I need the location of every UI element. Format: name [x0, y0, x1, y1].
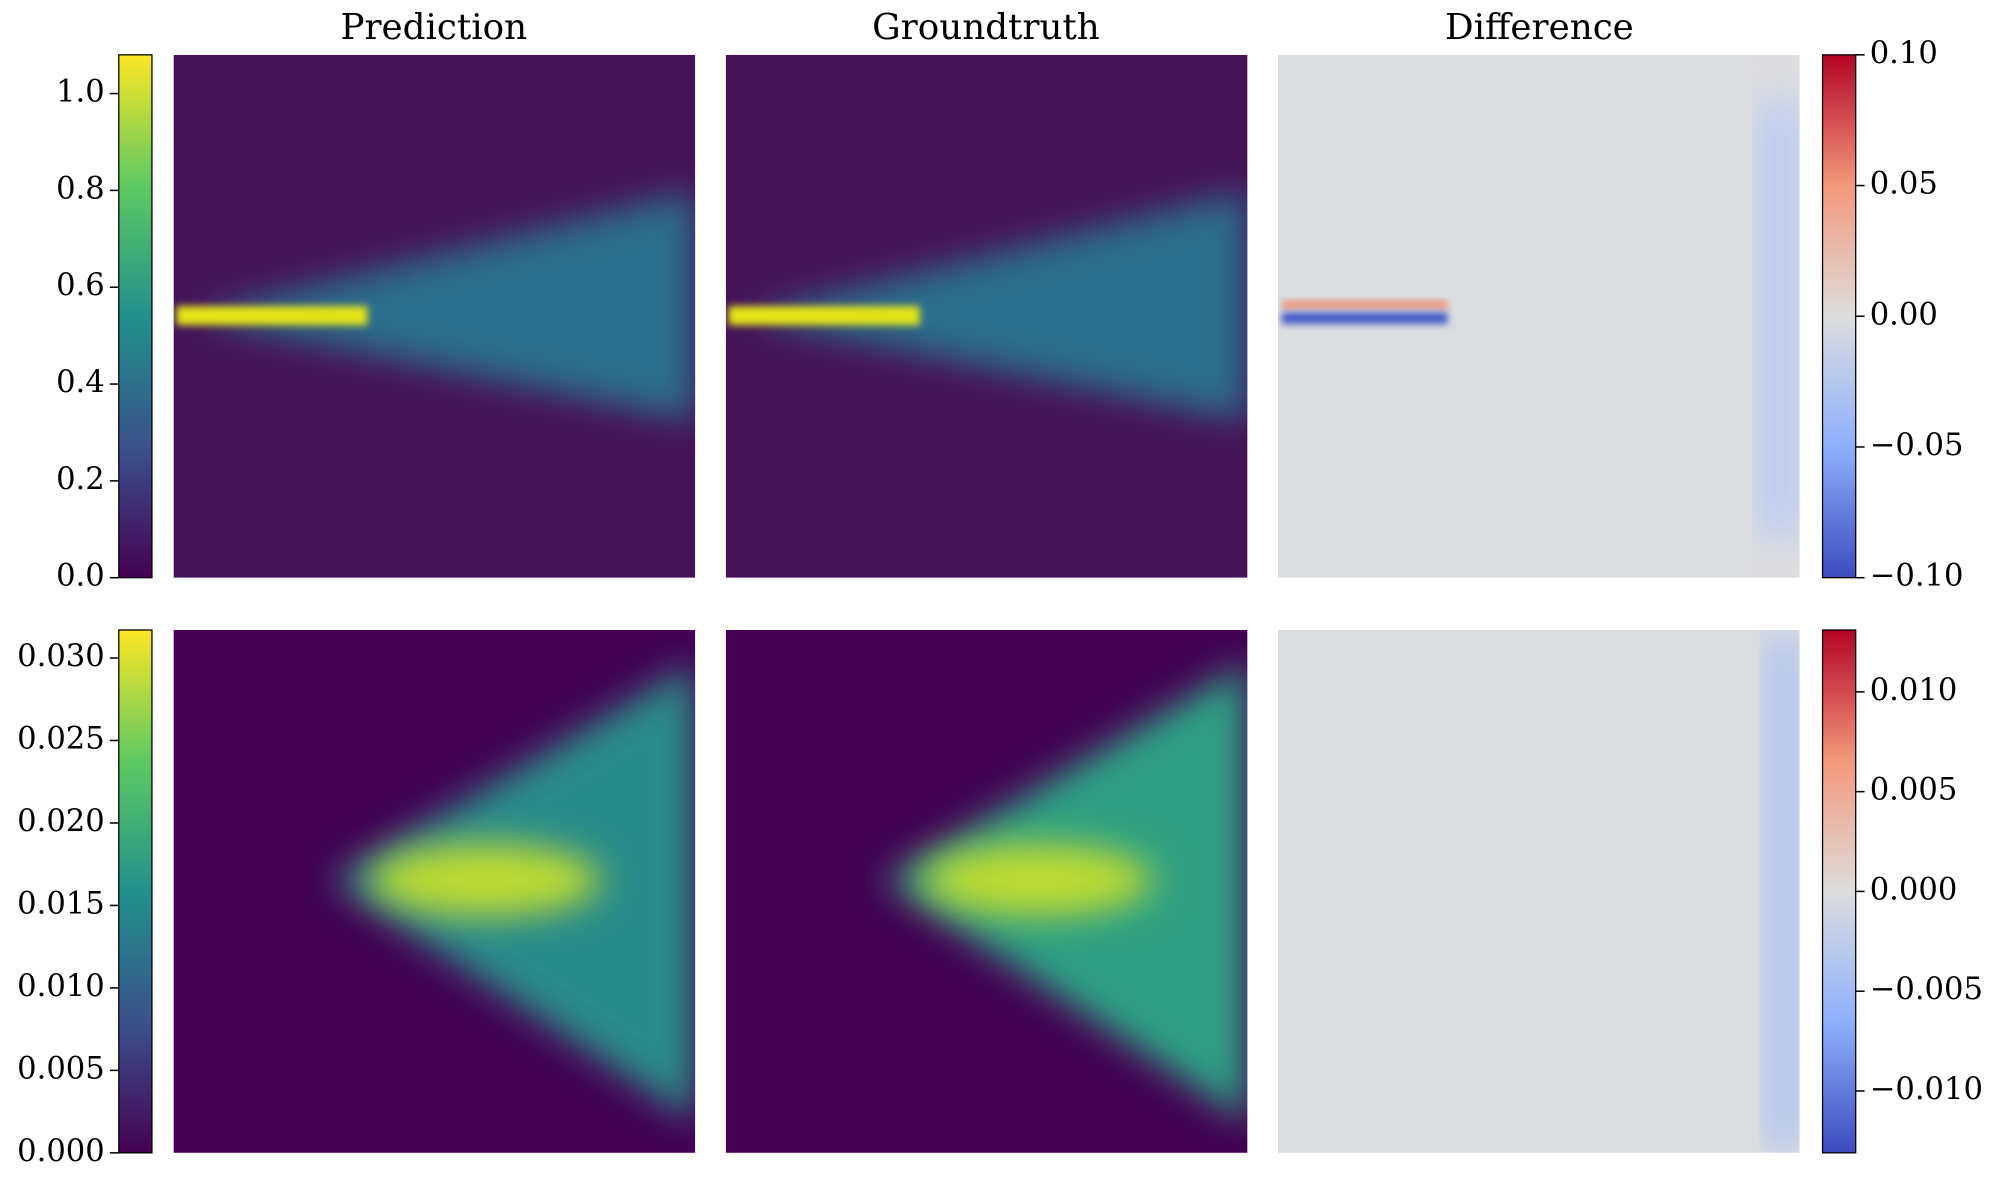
heatmap — [1278, 629, 1800, 1153]
tick-label: 0.00 — [1870, 297, 1938, 332]
column-title: Prediction — [340, 7, 527, 48]
tick-label: −0.05 — [1870, 428, 1964, 463]
tick-label: 0.015 — [17, 886, 105, 921]
tick-label: 0.025 — [17, 721, 105, 756]
tick-label: 0.030 — [17, 639, 105, 674]
heatmap — [1278, 54, 1800, 578]
tick-label: 0.6 — [56, 268, 105, 303]
column-title: Difference — [1445, 7, 1634, 48]
tick-label: 0.010 — [17, 969, 105, 1004]
colorbar — [1821, 54, 1857, 579]
tick-label: 1.0 — [56, 75, 105, 110]
tick-label: 0.000 — [17, 1134, 105, 1169]
column-title: Groundtruth — [872, 7, 1100, 48]
tick-label: 0.4 — [56, 365, 105, 400]
tick-label: 0.2 — [56, 462, 105, 497]
tick-label: −0.005 — [1870, 972, 1983, 1007]
tick-label: 0.005 — [17, 1051, 105, 1086]
tick-label: −0.10 — [1870, 559, 1964, 594]
heatmap — [725, 629, 1248, 1153]
tick-label: −0.010 — [1870, 1072, 1983, 1107]
tick-label: 0.0 — [56, 559, 105, 594]
tick-label: 0.010 — [1870, 673, 1958, 708]
colorbar — [1821, 629, 1857, 1154]
colorbar — [118, 629, 153, 1154]
tick-label: 0.8 — [56, 171, 105, 206]
colorbar — [118, 54, 153, 579]
tick-label: 0.000 — [1870, 872, 1958, 907]
tick-label: 0.10 — [1870, 36, 1938, 71]
heatmap — [173, 54, 696, 578]
tick-label: 0.020 — [17, 804, 105, 839]
tick-label: 0.005 — [1870, 773, 1958, 808]
tick-label: 0.05 — [1870, 167, 1938, 202]
heatmap — [173, 629, 696, 1153]
heatmap — [725, 54, 1248, 578]
